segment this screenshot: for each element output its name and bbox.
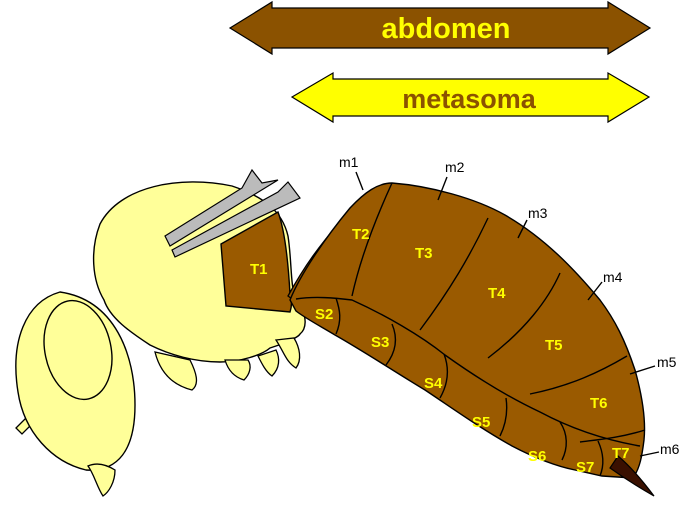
- abdomen-arrow-shape: [228, 0, 652, 56]
- abdomen-arrow-label: abdomen: [382, 13, 511, 45]
- label-T1: T1: [250, 261, 268, 278]
- label-T3: T3: [415, 245, 433, 262]
- label-m1: m1: [339, 154, 359, 170]
- label-S5: S5: [472, 414, 490, 431]
- label-S2: S2: [315, 306, 333, 323]
- abdomen-arrow: abdomen: [228, 0, 652, 56]
- compound-eye: [43, 299, 113, 401]
- label-m2: m2: [445, 159, 465, 175]
- metasoma-body: [287, 182, 655, 497]
- label-T7: T7: [612, 445, 630, 462]
- metasoma-arrow: metasoma: [290, 71, 651, 124]
- thorax: [92, 181, 306, 391]
- label-S4: S4: [424, 375, 443, 392]
- label-m5: m5: [657, 354, 677, 370]
- label-T2: T2: [352, 226, 370, 243]
- label-m4: m4: [603, 269, 623, 285]
- mandible: [86, 463, 116, 497]
- label-S7: S7: [576, 459, 594, 476]
- metasoma-arrow-shape: [290, 71, 651, 124]
- head: [15, 291, 136, 497]
- sting: [609, 455, 655, 497]
- label-S3: S3: [371, 334, 389, 351]
- leg-stub-4: [274, 337, 301, 369]
- label-T4: T4: [488, 285, 506, 302]
- wings: [164, 168, 301, 258]
- label-T6: T6: [590, 395, 608, 412]
- metasoma-arrow-label: metasoma: [402, 84, 537, 114]
- label-m6: m6: [660, 441, 680, 457]
- leg-stub-1: [154, 351, 198, 391]
- membrane-labels: m1 m2 m3 m4 m5 m6: [339, 154, 680, 457]
- label-S6: S6: [528, 448, 546, 465]
- segment-labels: T1 T2 T3 T4 T5 T6 T7 S2 S3 S4 S5 S6 S7: [250, 226, 630, 476]
- label-T5: T5: [545, 337, 563, 354]
- hindwing-stub: [171, 181, 301, 258]
- leg-stub-3: [257, 349, 280, 377]
- leg-stub-2: [224, 359, 251, 381]
- forewing-stub: [164, 168, 279, 247]
- label-m3: m3: [528, 205, 548, 221]
